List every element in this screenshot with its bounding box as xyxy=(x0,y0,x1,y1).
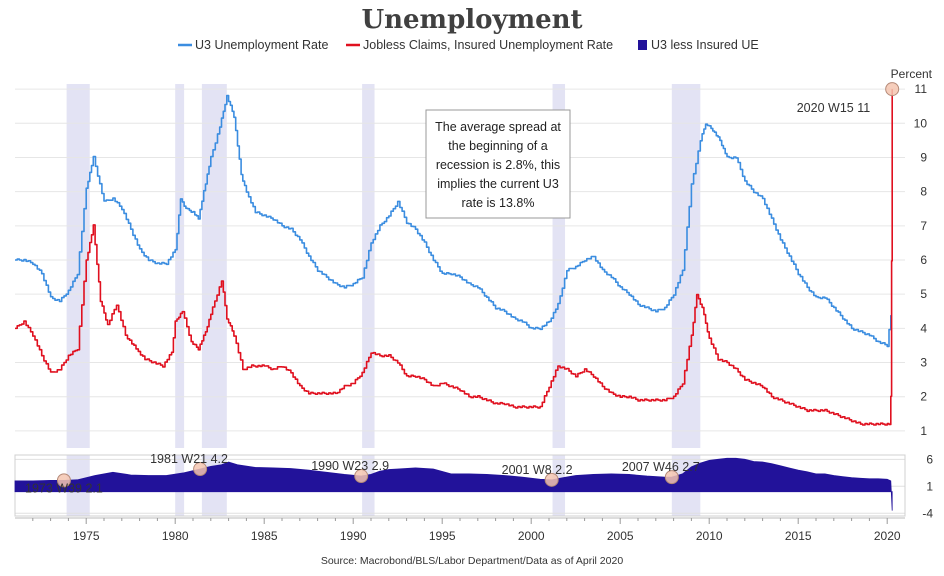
legend-swatch-spread xyxy=(638,40,647,50)
recession-band-2 xyxy=(201,84,227,448)
annotation-marker-5 xyxy=(664,470,679,485)
recession-band-3 xyxy=(362,84,375,448)
recession-band-1 xyxy=(175,84,185,448)
y-tick-3: 3 xyxy=(920,356,927,370)
callout-line-2: the beginning of a xyxy=(448,139,547,153)
legend-label-u3: U3 Unemployment Rate xyxy=(195,38,328,52)
chart-title: Unemployment xyxy=(361,5,582,35)
x-tick-2020: 2020 xyxy=(874,529,901,543)
callout-frame xyxy=(425,109,571,219)
series-lines xyxy=(15,89,893,426)
y-tick-9: 9 xyxy=(920,150,927,164)
x-tick-1975: 1975 xyxy=(73,529,100,543)
annotation-marker-2 xyxy=(193,462,208,477)
x-tick-2005: 2005 xyxy=(607,529,634,543)
annotation-marker-4 xyxy=(544,472,559,487)
x-tick-1995: 1995 xyxy=(429,529,456,543)
annotation-label-0: 2020 W15 11 xyxy=(797,101,870,115)
legend: U3 Unemployment Rate Jobless Claims, Ins… xyxy=(178,38,759,52)
x-tick-2015: 2015 xyxy=(785,529,812,543)
recession-bands-upper xyxy=(66,84,701,448)
x-tick-2000: 2000 xyxy=(518,529,545,543)
legend-item-spread[interactable]: U3 less Insured UE xyxy=(638,38,759,52)
annotation-marker-1 xyxy=(56,473,71,488)
recession-band-5 xyxy=(671,84,701,448)
y-tick-1: 1 xyxy=(920,424,927,438)
annotation-label-5: 2007 W46 2.7 xyxy=(622,460,700,474)
callout-box: The average spread at the beginning of a… xyxy=(425,109,571,219)
legend-item-insured[interactable]: Jobless Claims, Insured Unemployment Rat… xyxy=(346,38,613,52)
callout-line-5: rate is 13.8% xyxy=(462,196,535,210)
annotation-label-1: 1973 W39 2.1 xyxy=(25,481,103,495)
series-u3-line xyxy=(15,94,892,348)
y-tick-10: 10 xyxy=(914,116,928,130)
legend-label-spread: U3 less Insured UE xyxy=(651,38,759,52)
unit-label: Percent xyxy=(891,67,933,81)
annotation-label-3: 1990 W23 2.9 xyxy=(311,459,389,473)
y-tick-7: 7 xyxy=(920,219,927,233)
upper-gridlines xyxy=(15,88,905,432)
callout-line-3: recession is 2.8%, this xyxy=(436,158,560,172)
x-tick-1980: 1980 xyxy=(162,529,189,543)
legend-label-insured: Jobless Claims, Insured Unemployment Rat… xyxy=(363,38,613,52)
recession-band-0 xyxy=(66,84,90,448)
lower-y-tick-1: 1 xyxy=(926,479,933,493)
callout-line-4: implies the current U3 xyxy=(437,177,559,191)
x-tick-1985: 1985 xyxy=(251,529,278,543)
annotation-marker-0 xyxy=(885,82,900,97)
series-u3-less-insured xyxy=(14,457,893,511)
y-axis-ticks: 1 2 3 4 5 6 7 8 9 10 11 6 1 -4 xyxy=(914,82,934,520)
x-tick-1990: 1990 xyxy=(340,529,367,543)
x-tick-2010: 2010 xyxy=(696,529,723,543)
x-axis-ticks: 1975 1980 1985 1990 1995 2000 2005 2010 2015 2020 xyxy=(15,517,905,543)
spread-area xyxy=(14,457,893,511)
y-tick-6: 6 xyxy=(920,253,927,267)
annotation-marker-3 xyxy=(354,469,369,484)
legend-item-u3[interactable]: U3 Unemployment Rate xyxy=(178,38,328,52)
annotation-markers: 2020 W15 11 1973 W39 2.1 1981 W21 4.2 1990 … xyxy=(25,82,900,495)
y-tick-4: 4 xyxy=(920,321,927,335)
y-tick-2: 2 xyxy=(920,390,927,404)
lower-y-tick-2: -4 xyxy=(922,506,933,520)
source-note: Source: Macrobond/BLS/Labor Department/D… xyxy=(321,555,624,567)
annotation-label-4: 2001 W8 2.2 xyxy=(502,463,573,477)
annotation-label-2: 1981 W21 4.2 xyxy=(150,452,228,466)
y-tick-5: 5 xyxy=(920,287,927,301)
y-tick-11: 11 xyxy=(915,82,928,96)
callout-line-1: The average spread at xyxy=(435,120,561,134)
lower-y-tick-0: 6 xyxy=(926,452,933,466)
series-insured-line xyxy=(15,89,893,426)
y-tick-8: 8 xyxy=(920,185,927,199)
